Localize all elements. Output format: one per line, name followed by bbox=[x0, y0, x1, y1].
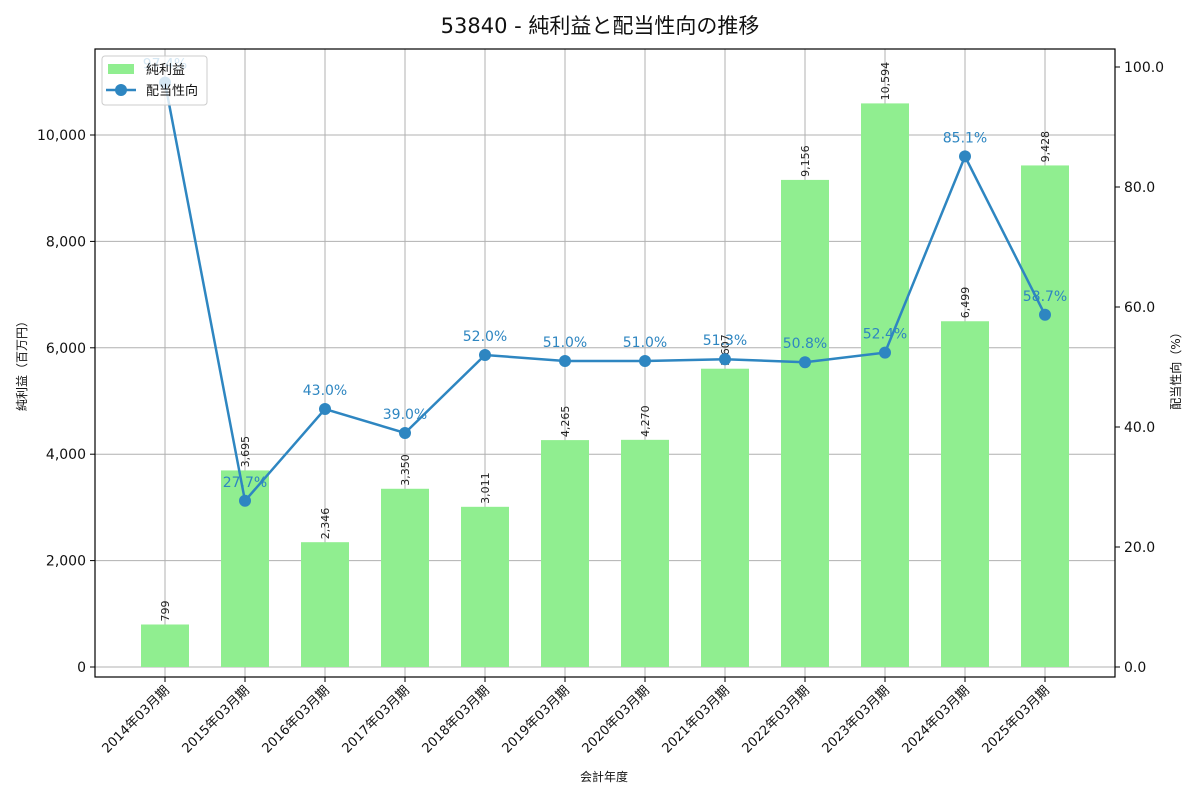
line-marker bbox=[399, 427, 411, 439]
chart-title: 53840 - 純利益と配当性向の推移 bbox=[440, 14, 760, 38]
bar-value-label: 4,270 bbox=[639, 405, 652, 437]
bar bbox=[301, 542, 349, 667]
bar bbox=[621, 439, 669, 667]
line-value-labels: 97.4%27.7%43.0%39.0%52.0%51.0%51.0%51.3%… bbox=[143, 57, 1067, 491]
bar-value-label: 10,594 bbox=[879, 62, 892, 101]
line-marker bbox=[719, 353, 731, 366]
bar-value-label: 9,428 bbox=[1039, 131, 1052, 163]
line-value-label: 51.3% bbox=[703, 333, 747, 349]
x-tick-label: 2020年03月期 bbox=[580, 683, 653, 756]
bar bbox=[541, 440, 589, 667]
bar bbox=[701, 368, 749, 667]
line-value-label: 51.0% bbox=[543, 335, 587, 351]
x-tick-label: 2016年03月期 bbox=[260, 683, 333, 756]
legend-label-payout-ratio: 配当性向 bbox=[146, 83, 198, 99]
x-tick-label: 2021年03月期 bbox=[660, 683, 733, 756]
bar-value-label: 2,346 bbox=[319, 508, 332, 540]
bar bbox=[941, 321, 989, 667]
left-tick-label: 10,000 bbox=[37, 128, 86, 144]
legend-bar-swatch bbox=[108, 64, 134, 74]
bar-value-label: 799 bbox=[159, 600, 172, 621]
line-value-label: 50.8% bbox=[783, 336, 827, 352]
axes: 0 2,000 4,000 6,000 8,000 10,000 0.0 20.0 40.0 60… bbox=[15, 48, 1183, 784]
line-value-label: 52.4% bbox=[863, 327, 907, 343]
x-tick-label: 2022年03月期 bbox=[740, 683, 813, 756]
line-value-label: 85.1% bbox=[943, 130, 987, 146]
bar-value-label: 6,499 bbox=[959, 287, 972, 319]
line-marker bbox=[559, 355, 571, 367]
net-income-bars bbox=[141, 103, 1069, 668]
plot-frame bbox=[94, 48, 1116, 678]
line-value-label: 39.0% bbox=[383, 407, 427, 423]
x-tick-label: 2014年03月期 bbox=[100, 683, 173, 756]
bar bbox=[1021, 165, 1069, 667]
payout-ratio-line bbox=[159, 76, 1051, 507]
legend-marker bbox=[115, 84, 127, 96]
left-tick-label: 4,000 bbox=[46, 447, 86, 463]
bar bbox=[461, 506, 509, 667]
line-marker bbox=[799, 356, 811, 369]
bar bbox=[381, 488, 429, 667]
bar-value-label: 3,695 bbox=[239, 436, 252, 468]
line-marker bbox=[639, 355, 651, 367]
left-tick-label: 8,000 bbox=[46, 234, 86, 250]
legend-label-net-income: 純利益 bbox=[146, 63, 185, 78]
left-axis-title: 純利益（百万円） bbox=[15, 315, 29, 411]
line-value-label: 27.7% bbox=[223, 475, 267, 491]
x-tick-label: 2017年03月期 bbox=[340, 683, 413, 756]
left-tick-label: 0 bbox=[77, 660, 86, 676]
bar-value-label: 9,156 bbox=[799, 145, 812, 177]
bar-value-label: 4,265 bbox=[559, 406, 572, 438]
x-tick-label: 2019年03月期 bbox=[500, 683, 573, 756]
right-tick-label: 60.0 bbox=[1124, 300, 1155, 316]
line-marker bbox=[959, 150, 971, 163]
right-tick-label: 40.0 bbox=[1124, 420, 1155, 436]
line-marker bbox=[319, 403, 331, 415]
right-axis-title: 配当性向（%） bbox=[1168, 326, 1183, 409]
bar bbox=[141, 624, 189, 667]
left-tick-label: 2,000 bbox=[46, 554, 86, 570]
line-marker bbox=[239, 494, 251, 507]
right-tick-label: 20.0 bbox=[1124, 540, 1155, 556]
line-value-label: 51.0% bbox=[623, 335, 667, 351]
x-tick-label: 2018年03月期 bbox=[420, 683, 493, 756]
x-tick-label: 2025年03月期 bbox=[980, 683, 1053, 756]
line-value-label: 52.0% bbox=[463, 329, 507, 345]
x-tick-label: 2024年03月期 bbox=[900, 683, 973, 756]
payout-ratio-polyline bbox=[163, 82, 1047, 504]
line-marker bbox=[479, 349, 491, 361]
right-tick-label: 100.0 bbox=[1124, 60, 1164, 76]
line-value-label: 43.0% bbox=[303, 383, 347, 399]
right-tick-label: 80.0 bbox=[1124, 180, 1155, 196]
bar bbox=[781, 179, 829, 667]
right-tick-label: 0.0 bbox=[1124, 660, 1146, 676]
x-tick-label: 2023年03月期 bbox=[820, 683, 893, 756]
line-value-label: 58.7% bbox=[1023, 289, 1067, 305]
left-tick-label: 6,000 bbox=[46, 341, 86, 357]
x-axis-title: 会計年度 bbox=[580, 769, 628, 784]
bar-value-label: 3,350 bbox=[399, 454, 412, 486]
x-tick-label: 2015年03月期 bbox=[180, 683, 253, 756]
line-marker bbox=[1039, 308, 1051, 321]
bar-value-label: 3,011 bbox=[479, 472, 492, 504]
line-marker bbox=[879, 346, 891, 359]
bar bbox=[861, 103, 909, 668]
